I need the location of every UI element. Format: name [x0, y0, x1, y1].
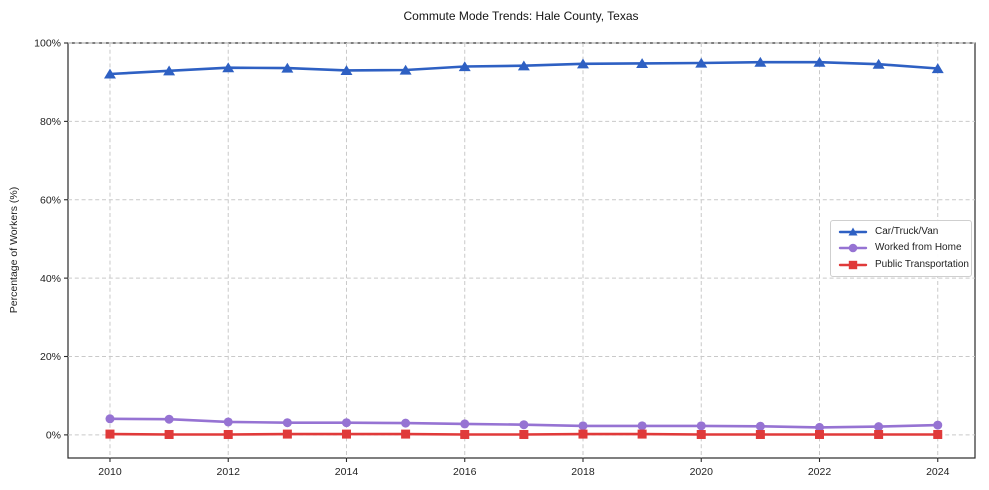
x-tick-label: 2020	[690, 466, 714, 478]
circle-marker	[105, 414, 115, 424]
triangle-marker	[577, 58, 589, 69]
legend-label: Worked from Home	[875, 242, 962, 254]
square-marker	[933, 429, 943, 439]
triangle-marker	[340, 65, 353, 76]
triangle-marker	[754, 56, 767, 67]
circle-marker	[933, 420, 943, 430]
y-tick-label: 20%	[40, 351, 61, 363]
y-tick-label: 100%	[34, 38, 61, 50]
circle-marker	[223, 417, 233, 427]
square-marker	[519, 429, 529, 439]
x-tick-label: 2024	[926, 466, 950, 478]
triangle-marker	[636, 58, 649, 68]
square-marker	[460, 429, 470, 439]
circle-marker	[755, 421, 765, 431]
x-tick-label: 2010	[98, 466, 122, 478]
triangle-marker	[103, 68, 116, 79]
triangle-marker	[163, 65, 176, 76]
square-marker	[637, 429, 647, 439]
x-tick-label: 2014	[335, 466, 359, 478]
triangle-marker	[458, 61, 471, 72]
x-tick-label: 2012	[217, 466, 241, 478]
legend-item-worked-from-home: Worked from Home	[838, 240, 971, 256]
triangle-marker	[399, 64, 412, 75]
circle-marker	[460, 419, 470, 429]
circle-marker	[696, 421, 706, 431]
legend-label: Car/Truck/Van	[875, 226, 939, 238]
circle-marker	[874, 422, 884, 432]
circle-marker	[401, 418, 411, 428]
circle-marker	[341, 418, 351, 428]
triangle-marker	[813, 56, 826, 67]
axes-spines	[67, 42, 976, 459]
triangle-marker	[931, 63, 944, 74]
legend-item-public-transportation: Public Transportation	[838, 257, 971, 273]
circle-marker	[519, 420, 529, 430]
triangle-marker	[517, 60, 530, 71]
line-square-marker-swatch	[838, 258, 868, 272]
square-marker	[814, 429, 824, 439]
square-marker	[578, 429, 588, 439]
circle-marker	[282, 418, 292, 428]
line-triangle-marker-swatch	[838, 225, 868, 239]
circle-marker	[164, 414, 174, 424]
x-tick-label: 2018	[571, 466, 595, 478]
square-marker	[164, 429, 174, 439]
legend: Car/Truck/Van Worked from Home Public Tr…	[830, 220, 972, 277]
line-circle-marker-swatch	[838, 241, 868, 255]
circle-marker	[814, 422, 824, 432]
square-marker	[755, 429, 765, 439]
triangle-marker	[695, 57, 708, 68]
square-marker	[874, 429, 884, 439]
y-tick-label: 80%	[40, 116, 61, 128]
y-tick-label: 0%	[46, 430, 61, 442]
circle-marker	[578, 421, 588, 431]
chart-title: Commute Mode Trends: Hale County, Texas	[403, 9, 639, 23]
legend-item-car-truck-van: Car/Truck/Van	[838, 224, 971, 240]
y-tick-label: 40%	[40, 273, 61, 285]
square-marker	[696, 429, 706, 439]
legend-label: Public Transportation	[875, 258, 969, 270]
square-marker	[401, 429, 411, 439]
square-marker	[223, 429, 233, 439]
square-marker	[341, 429, 351, 439]
triangle-marker	[872, 58, 885, 69]
square-marker	[282, 429, 292, 439]
x-tick-label: 2022	[808, 466, 832, 478]
y-tick-label: 60%	[40, 194, 61, 206]
square-marker	[105, 429, 115, 439]
x-tick-label: 2016	[453, 466, 477, 478]
triangle-marker	[222, 62, 235, 73]
circle-marker	[637, 421, 647, 431]
triangle-marker	[281, 62, 294, 73]
